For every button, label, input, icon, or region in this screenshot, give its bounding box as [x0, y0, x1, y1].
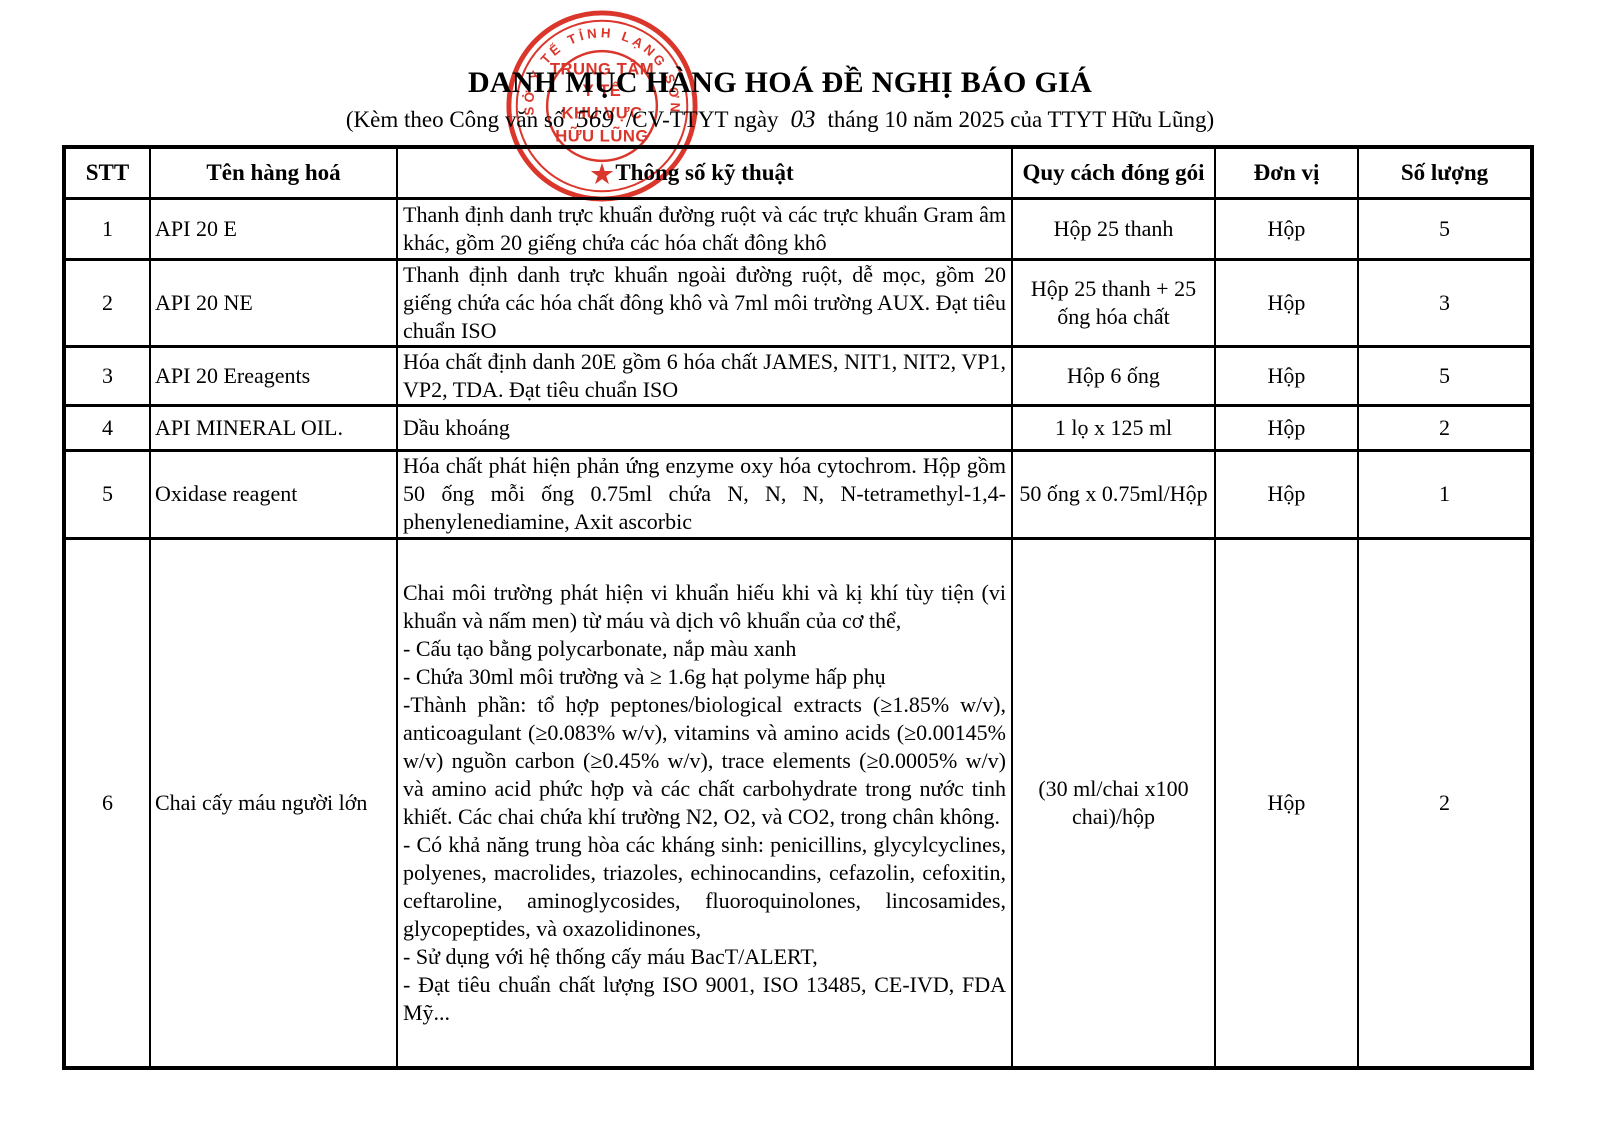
cell-pack: 1 lọ x 125 ml	[1011, 403, 1216, 452]
cell-unit: Hộp	[1214, 344, 1359, 407]
subtitle-middle: /CV-TTYT ngày	[625, 107, 779, 132]
stamp-center-line: Y TẾ	[583, 81, 622, 100]
table-header-row: STT Tên hàng hoá Thông số kỹ thuật Quy c…	[63, 145, 1533, 200]
cell-stt: 1	[63, 196, 151, 261]
cell-pack: (30 ml/chai x100 chai)/hộp	[1011, 536, 1216, 1070]
table-row: 3 API 20 Ereagents Hóa chất định danh 20…	[63, 344, 1533, 407]
cell-name: API 20 E	[149, 196, 398, 261]
stamp-center-line: TRUNG TÂM	[550, 60, 654, 79]
table-row: 2 API 20 NE Thanh định danh trực khuẩn n…	[63, 257, 1533, 348]
cell-name: Chai cấy máu người lớn	[149, 536, 398, 1070]
cell-unit: Hộp	[1214, 403, 1359, 452]
handwritten-day: 03	[790, 106, 816, 133]
col-header-name: Tên hàng hoá	[149, 145, 398, 200]
table-row: 5 Oxidase reagent Hóa chất phát hiện phả…	[63, 448, 1533, 540]
cell-qty: 5	[1357, 196, 1533, 261]
cell-spec: Thanh định danh trực khuẩn đường ruột và…	[396, 196, 1013, 261]
table-row: 6 Chai cấy máu người lớn Chai môi trường…	[63, 536, 1533, 1070]
cell-unit: Hộp	[1214, 196, 1359, 261]
cell-qty: 2	[1357, 403, 1533, 452]
cell-stt: 4	[63, 403, 151, 452]
cell-stt: 3	[63, 344, 151, 407]
cell-qty: 3	[1357, 257, 1533, 348]
cell-pack: Hộp 25 thanh + 25 ống hóa chất	[1011, 257, 1216, 348]
cell-qty: 1	[1357, 448, 1533, 540]
stamp-center-line: KHU VỰC	[561, 104, 642, 123]
cell-qty: 2	[1357, 536, 1533, 1070]
col-header-stt: STT	[63, 145, 151, 200]
cell-qty: 5	[1357, 344, 1533, 407]
table-row: 1 API 20 E Thanh định danh trực khuẩn đư…	[63, 196, 1533, 261]
cell-spec: Hóa chất định danh 20E gồm 6 hóa chất JA…	[396, 344, 1013, 407]
cell-unit: Hộp	[1214, 536, 1359, 1070]
col-header-qty: Số lượng	[1357, 145, 1533, 200]
subtitle-prefix: (Kèm theo Công văn số	[345, 107, 565, 132]
cell-stt: 5	[63, 448, 151, 540]
cell-pack: Hộp 6 ống	[1011, 344, 1216, 407]
handwritten-doc-number: 569	[576, 106, 614, 133]
table-row: 4 API MINERAL OIL. Dầu khoáng 1 lọ x 125…	[63, 403, 1533, 452]
goods-table: STT Tên hàng hoá Thông số kỹ thuật Quy c…	[62, 145, 1534, 1070]
cell-spec: Hóa chất phát hiện phản ứng enzyme oxy h…	[396, 448, 1013, 540]
page-title: DANH MỤC HÀNG HOÁ ĐỀ NGHỊ BÁO GIÁ	[467, 66, 1093, 99]
cell-name: Oxidase reagent	[149, 448, 398, 540]
stamp-center-line: HỮU LŨNG	[555, 125, 649, 145]
cell-pack: 50 ống x 0.75ml/Hộp	[1011, 448, 1216, 540]
col-header-unit: Đơn vị	[1214, 145, 1359, 200]
cell-spec: Thanh định danh trực khuẩn ngoài đường r…	[396, 257, 1013, 348]
subtitle: (Kèm theo Công văn số 569/CV-TTYT ngày 03 t…	[0, 106, 1560, 134]
cell-spec: Dầu khoáng	[396, 403, 1013, 452]
cell-unit: Hộp	[1214, 257, 1359, 348]
cell-name: API MINERAL OIL.	[149, 403, 398, 452]
cell-stt: 2	[63, 257, 151, 348]
cell-name: API 20 Ereagents	[149, 344, 398, 407]
subtitle-suffix: tháng 10 năm 2025 của TTYT Hữu Lũng)	[827, 107, 1215, 132]
cell-spec: Chai môi trường phát hiện vi khuẩn hiếu …	[396, 536, 1013, 1070]
cell-pack: Hộp 25 thanh	[1011, 196, 1216, 261]
cell-stt: 6	[63, 536, 151, 1070]
col-header-pack: Quy cách đóng gói	[1011, 145, 1216, 200]
col-header-spec: Thông số kỹ thuật	[396, 145, 1013, 200]
cell-name: API 20 NE	[149, 257, 398, 348]
cell-unit: Hộp	[1214, 448, 1359, 540]
